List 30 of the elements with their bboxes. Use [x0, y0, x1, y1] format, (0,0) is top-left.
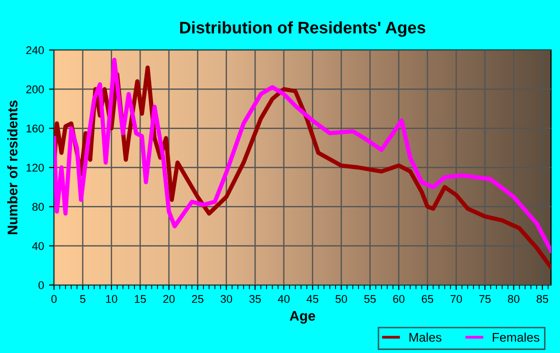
- x-tick-label: 40: [278, 295, 290, 303]
- x-tick-label: 65: [422, 295, 434, 303]
- x-tick-label: 30: [220, 295, 232, 303]
- x-tick-label: 70: [450, 295, 462, 303]
- y-tick-label: 80: [32, 202, 44, 211]
- x-tick-label: 75: [479, 295, 491, 303]
- x-tick-label: 10: [106, 295, 118, 303]
- chart-title: Distribution of Residents' Ages: [180, 21, 426, 37]
- y-tick-label: 120: [26, 164, 44, 172]
- x-tick-label: 60: [393, 295, 404, 303]
- x-tick-label: 0: [51, 295, 57, 303]
- legend-label: Females: [492, 332, 540, 342]
- x-tick-label: 5: [80, 295, 86, 303]
- y-tick-label: 0: [38, 281, 44, 290]
- y-tick-label: 160: [26, 124, 44, 132]
- x-tick-label: 45: [306, 295, 318, 303]
- x-tick-label: 55: [364, 295, 376, 303]
- x-tick-label: 25: [192, 295, 204, 303]
- y-tick-label: 200: [26, 85, 44, 94]
- x-tick-label: 80: [508, 295, 520, 303]
- x-tick-label: 85: [536, 295, 548, 303]
- x-tick-label: 15: [134, 295, 146, 303]
- legend-label: Males: [410, 332, 442, 342]
- x-tick-label: 20: [163, 295, 175, 303]
- y-axis-title: Number of residents: [7, 100, 18, 234]
- x-tick-label: 35: [249, 295, 261, 303]
- x-axis-title: Age: [290, 311, 316, 324]
- y-tick-label: 40: [32, 242, 44, 250]
- x-tick-label: 50: [336, 295, 348, 303]
- y-tick-label: 240: [26, 46, 44, 54]
